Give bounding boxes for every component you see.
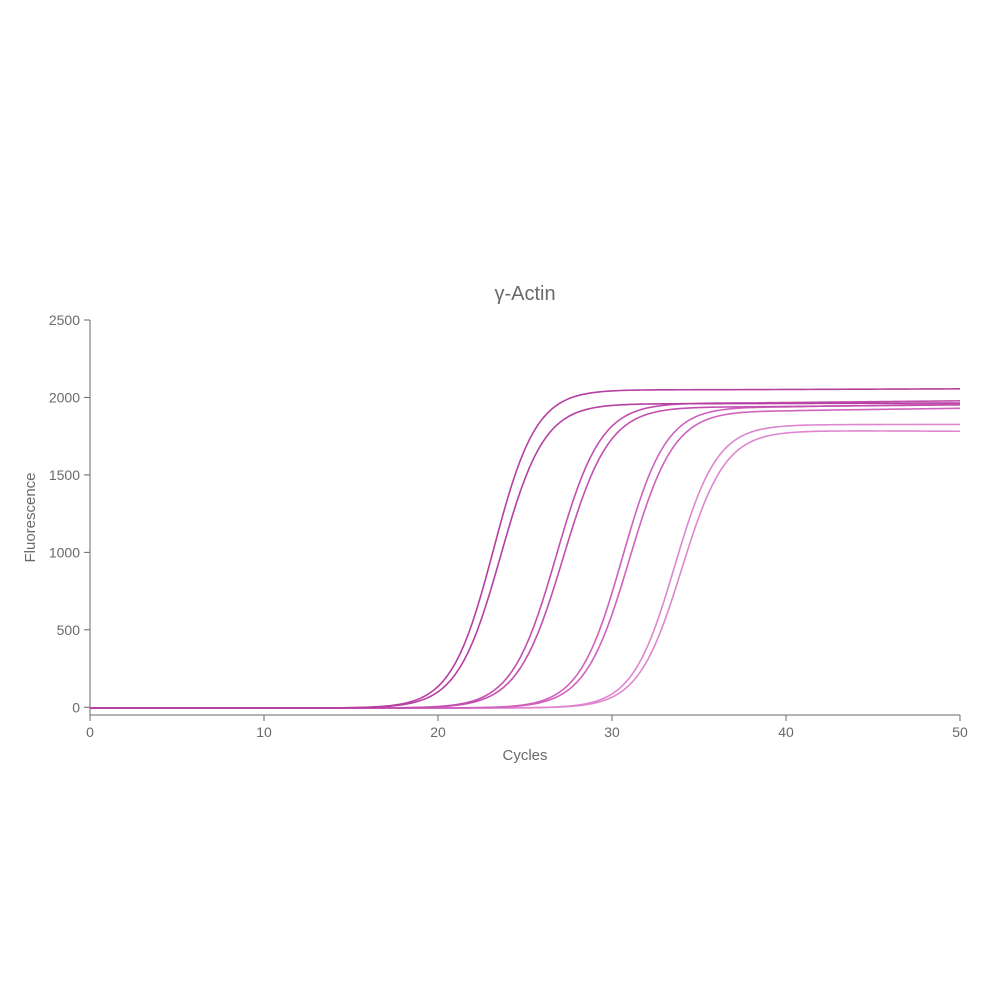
y-tick-label: 2500 (49, 312, 80, 328)
chart-title: γ-Actin (494, 283, 555, 305)
x-tick-label: 10 (256, 724, 272, 740)
y-tick-label: 500 (57, 622, 81, 638)
y-tick-label: 1000 (49, 544, 80, 560)
chart-container: 0102030405005001000150020002500CyclesFlu… (0, 0, 1000, 1000)
y-axis-label: Fluorescence (22, 472, 39, 562)
x-tick-label: 20 (430, 724, 446, 740)
x-tick-label: 50 (952, 724, 968, 740)
y-tick-label: 0 (72, 699, 80, 715)
y-tick-label: 1500 (49, 467, 80, 483)
y-tick-label: 2000 (49, 389, 80, 405)
x-tick-label: 30 (604, 724, 620, 740)
chart-bg (0, 0, 1000, 1000)
x-tick-label: 0 (86, 724, 94, 740)
amplification-chart: 0102030405005001000150020002500CyclesFlu… (0, 0, 1000, 1000)
x-axis-label: Cycles (502, 747, 547, 764)
x-tick-label: 40 (778, 724, 794, 740)
